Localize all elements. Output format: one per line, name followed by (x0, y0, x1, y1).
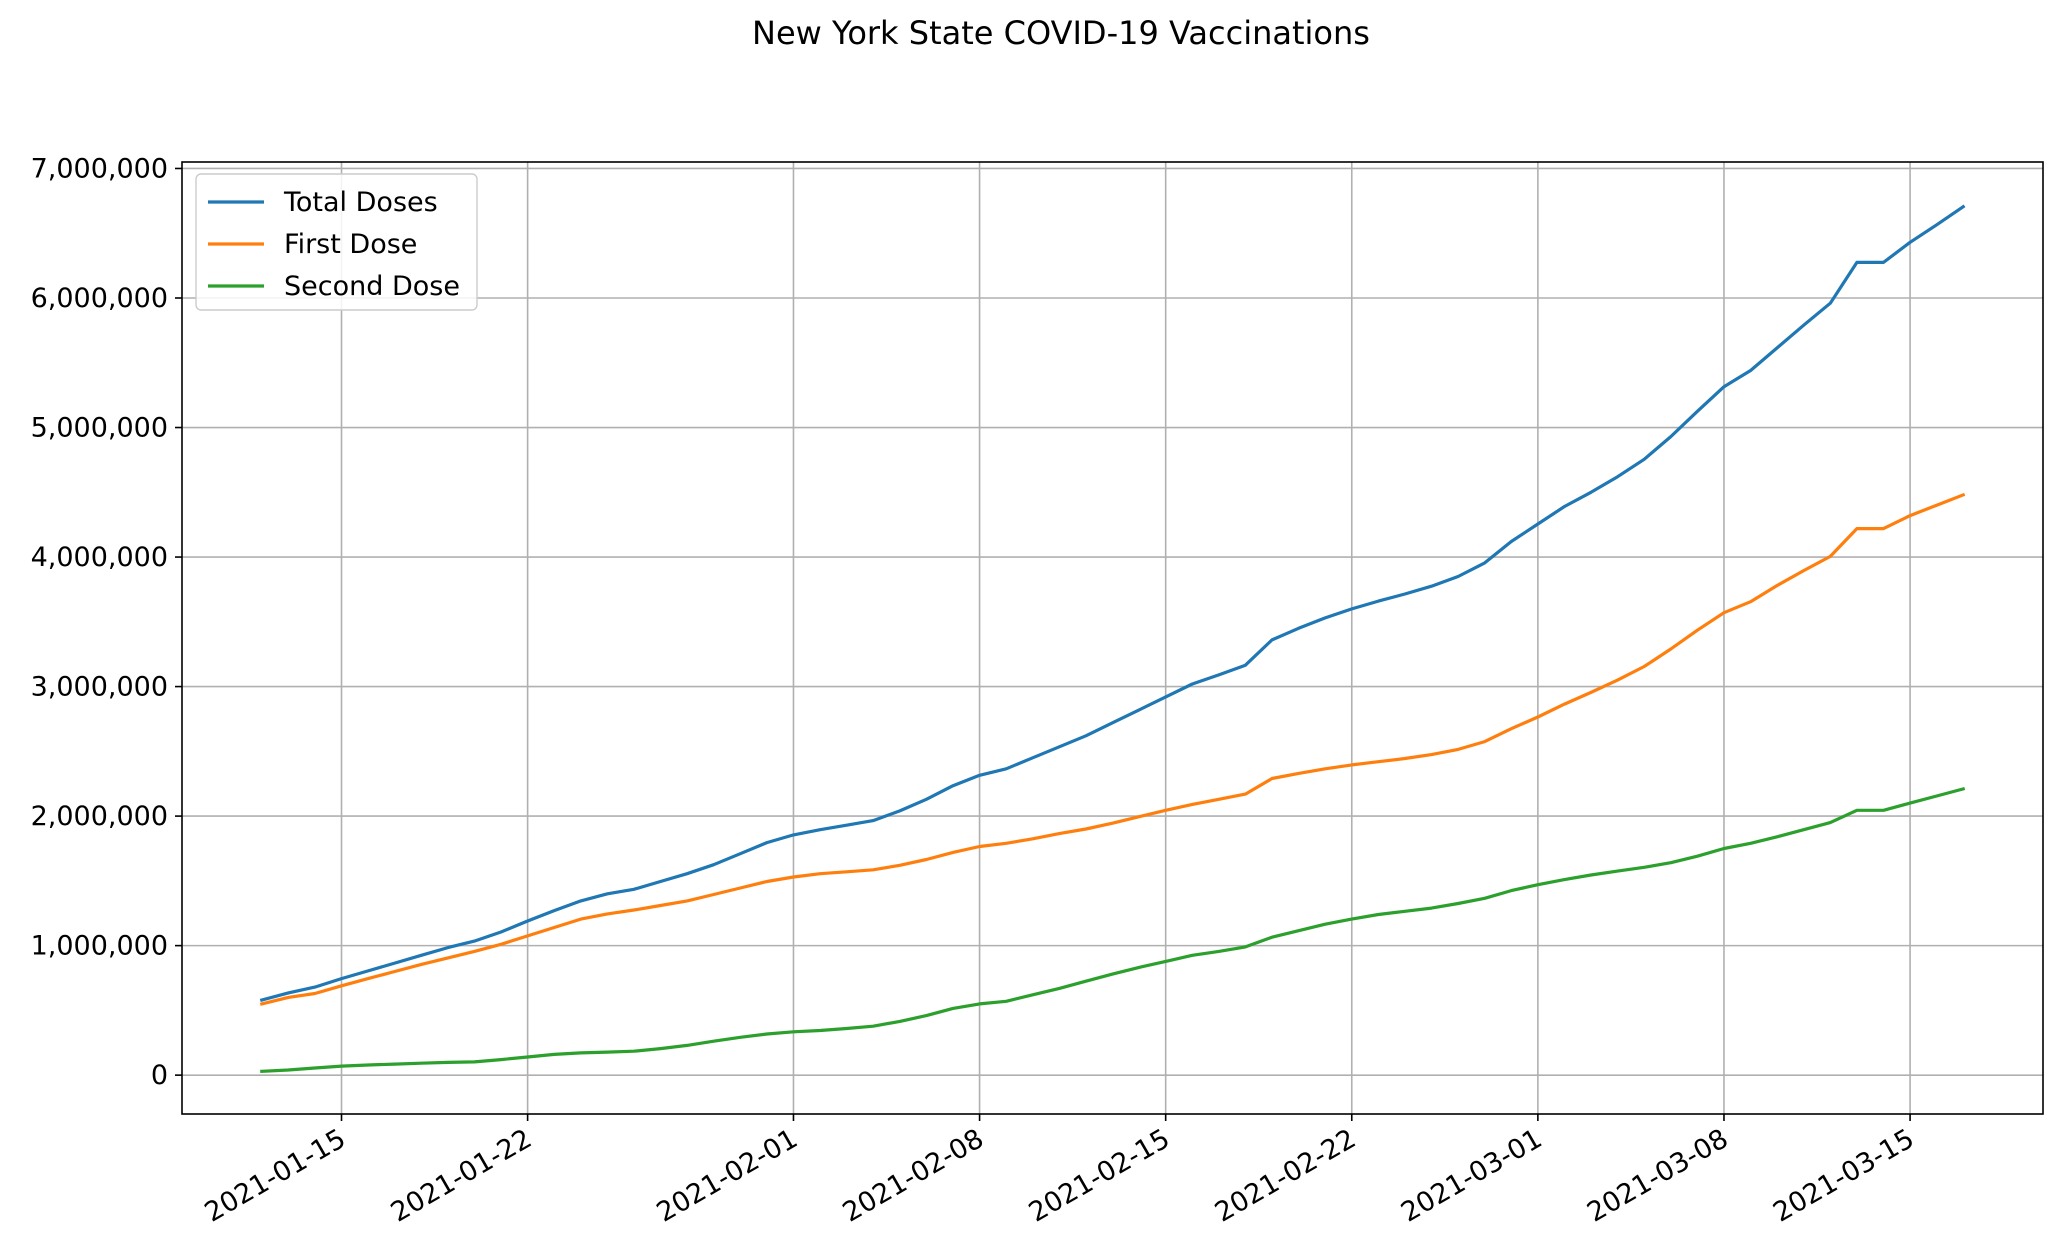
chart-title: New York State COVID-19 Vaccinations (752, 14, 1370, 52)
legend: Total Doses First Dose Second Dose (195, 173, 478, 311)
y-tick-label: 0 (151, 1060, 168, 1091)
series-line-1 (259, 204, 1966, 1002)
legend-label: Second Dose (284, 271, 460, 302)
series-lines (259, 204, 1966, 1073)
legend-box (195, 173, 478, 311)
plot-frame (181, 161, 2044, 1115)
y-tick-label: 5,000,000 (31, 413, 168, 444)
y-tick-label: 1,000,000 (31, 931, 168, 962)
series-line-2 (259, 492, 1966, 1006)
y-tick-label: 6,000,000 (31, 283, 168, 314)
y-tick-label: 7,000,000 (31, 153, 168, 184)
legend-label: First Dose (284, 229, 417, 260)
legend-label: Total Doses (283, 187, 438, 218)
series-line-3 (260, 786, 1966, 1073)
y-tick-label: 4,000,000 (31, 542, 168, 573)
y-tick-label: 2,000,000 (31, 801, 168, 832)
y-tick-label: 3,000,000 (31, 672, 168, 703)
grid (182, 162, 2043, 1114)
